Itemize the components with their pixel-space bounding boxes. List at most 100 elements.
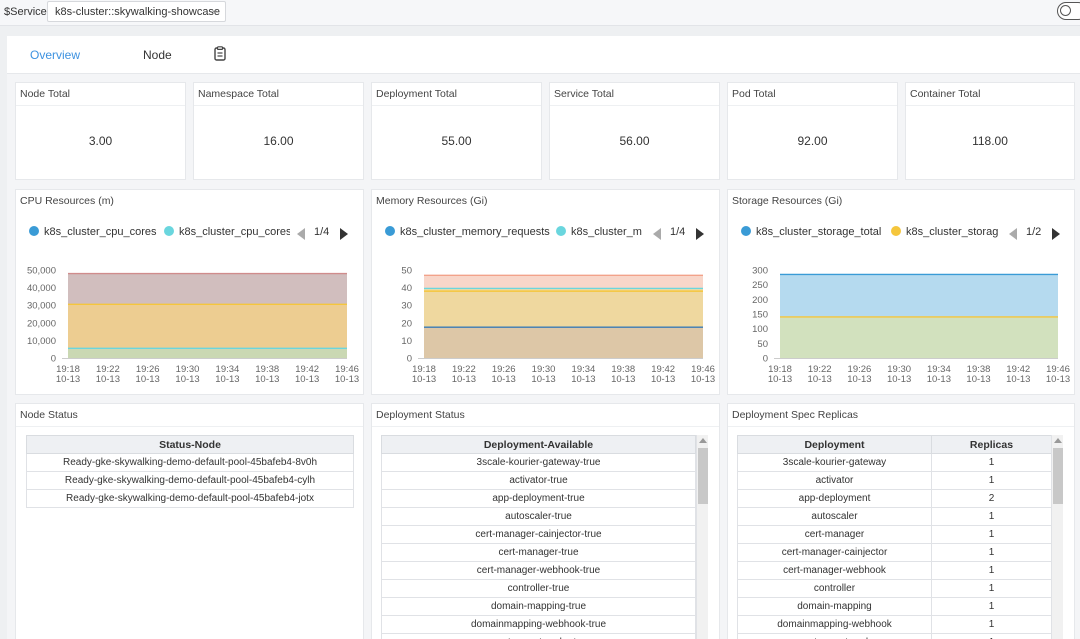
scroll-up-icon[interactable] <box>699 438 707 443</box>
legend-prev-icon[interactable] <box>1009 228 1017 240</box>
y-tick-label: 250 <box>752 280 768 291</box>
table-row[interactable]: domainmapping-webhook 1 <box>737 615 1052 634</box>
table-cell: activator-true <box>381 471 696 490</box>
table-row[interactable]: event-exporter-gke1 <box>737 633 1052 639</box>
table-cell: cert-manager <box>737 525 932 544</box>
table-cell: 1 <box>931 597 1052 616</box>
legend-next-icon[interactable] <box>1052 228 1060 240</box>
scroll-up-icon[interactable] <box>1054 438 1062 443</box>
service-select[interactable]: k8s-cluster::skywalking-showcase ⌄ <box>47 1 226 22</box>
x-tick-label: 19:46 10-13 <box>335 364 359 385</box>
stat-value: 16.00 <box>263 134 294 148</box>
x-tick-label: 19:30 10-13 <box>887 364 911 385</box>
legend-prev-icon[interactable] <box>653 228 661 240</box>
table-row[interactable]: app-deployment-true <box>381 489 696 508</box>
clipboard-icon[interactable] <box>214 46 226 61</box>
table-row[interactable]: 3scale-kourier-gateway-true <box>381 453 696 472</box>
stat-title: Namespace Total <box>198 88 279 100</box>
legend-item[interactable]: k8s_cluster_m <box>556 226 646 238</box>
table-row[interactable]: controller 1 <box>737 579 1052 598</box>
table-cell: app-deployment-true <box>381 489 696 508</box>
table-row[interactable]: cert-manager-cainjector 1 <box>737 543 1052 562</box>
deployment-status-table: Deployment-Available 3scale-kourier-gate… <box>381 435 696 639</box>
table-row[interactable]: app-deployment 2 <box>737 489 1052 508</box>
legend-next-icon[interactable] <box>340 228 348 240</box>
table-row[interactable]: domain-mapping 1 <box>737 597 1052 616</box>
legend-dot <box>891 226 901 236</box>
table-row[interactable]: 3scale-kourier-gateway 1 <box>737 453 1052 472</box>
deployment-replicas-table: Deployment Replicas 3scale-kourier-gatew… <box>737 435 1052 639</box>
y-tick-label: 0 <box>407 354 412 365</box>
table-row[interactable]: cert-manager-webhook 1 <box>737 561 1052 580</box>
table-cell: controller-true <box>381 579 696 598</box>
legend-item[interactable]: k8s_cluster_memory_requests <box>385 226 551 238</box>
table-row[interactable]: controller-true <box>381 579 696 598</box>
table-cell: 3scale-kourier-gateway-true <box>381 453 696 472</box>
top-bar: $Service k8s-cluster::skywalking-showcas… <box>0 0 1080 26</box>
table-row[interactable]: activator 1 <box>737 471 1052 490</box>
legend-dot <box>29 226 39 236</box>
x-tick-label: 19:38 10-13 <box>966 364 990 385</box>
x-tick-label: 19:26 10-13 <box>492 364 516 385</box>
table-cell: Ready-gke-skywalking-demo-default-pool-4… <box>26 489 354 508</box>
table-row[interactable]: domainmapping-webhook-true <box>381 615 696 634</box>
stat-title: Service Total <box>554 88 614 100</box>
legend-label: k8s_cluster_cpu_cores <box>44 226 157 238</box>
column-header: Deployment-Available <box>381 435 696 454</box>
table-row[interactable]: cert-manager-cainjector-true <box>381 525 696 544</box>
theme-toggle[interactable] <box>1057 2 1080 20</box>
table-cell: 2 <box>931 489 1052 508</box>
x-tick-label: 19:18 10-13 <box>412 364 436 385</box>
tab-node[interactable]: Node <box>143 48 172 62</box>
legend-item[interactable]: k8s_cluster_cpu_cores <box>164 226 290 238</box>
table-row[interactable]: autoscaler-true <box>381 507 696 526</box>
table-row[interactable]: Ready-gke-skywalking-demo-default-pool-4… <box>26 453 354 472</box>
table-row[interactable]: event-exporter-gke-true <box>381 633 696 639</box>
x-tick-label: 19:34 10-13 <box>571 364 595 385</box>
legend-item[interactable]: k8s_cluster_storage_total <box>741 226 888 238</box>
table-cell: 1 <box>931 615 1052 634</box>
chart-card-storage: Storage Resources (Gi) k8s_cluster_stora… <box>727 189 1075 395</box>
table-cell: cert-manager-webhook <box>737 561 932 580</box>
node-status-table: Status-Node Ready-gke-skywalking-demo-de… <box>26 435 354 508</box>
legend-item[interactable]: k8s_cluster_storag <box>891 226 1002 238</box>
tab-overview[interactable]: Overview <box>30 48 81 62</box>
stat-title: Deployment Total <box>376 88 457 100</box>
legend-pager: 1/2 <box>1026 226 1042 238</box>
legend-item[interactable]: k8s_cluster_cpu_cores <box>29 226 160 238</box>
series-area <box>68 348 347 358</box>
scrollbar[interactable] <box>696 435 708 639</box>
table-row[interactable]: activator-true <box>381 471 696 490</box>
y-tick-label: 50,000 <box>27 266 56 277</box>
table-row[interactable]: cert-manager-true <box>381 543 696 562</box>
stat-card-container-total: Container Total 118.00 <box>905 82 1075 180</box>
table-cell: cert-manager-cainjector-true <box>381 525 696 544</box>
x-tick-label: 19:26 10-13 <box>847 364 871 385</box>
y-tick-label: 40,000 <box>27 283 56 294</box>
legend-next-icon[interactable] <box>696 228 704 240</box>
stat-value: 118.00 <box>972 134 1008 148</box>
table-cell: app-deployment <box>737 489 932 508</box>
legend-prev-icon[interactable] <box>297 228 305 240</box>
x-tick-label: 19:46 10-13 <box>1046 364 1070 385</box>
x-tick-label: 19:42 10-13 <box>295 364 319 385</box>
scrollbar-thumb[interactable] <box>1053 448 1063 504</box>
legend-label: k8s_cluster_memory_requests <box>400 226 550 238</box>
scrollbar[interactable] <box>1051 435 1063 639</box>
scrollbar-thumb[interactable] <box>698 448 708 504</box>
table-cell: Ready-gke-skywalking-demo-default-pool-4… <box>26 453 354 472</box>
stat-title: Container Total <box>910 88 981 100</box>
chart-card-cpu: CPU Resources (m) k8s_cluster_cpu_cores … <box>15 189 364 395</box>
toggle-knob <box>1060 5 1071 16</box>
table-row[interactable]: Ready-gke-skywalking-demo-default-pool-4… <box>26 471 354 490</box>
y-tick-label: 40 <box>401 283 412 294</box>
table-cell: domain-mapping-true <box>381 597 696 616</box>
table-cell: 1 <box>931 453 1052 472</box>
table-row[interactable]: Ready-gke-skywalking-demo-default-pool-4… <box>26 489 354 508</box>
table-row[interactable]: cert-manager-webhook-true <box>381 561 696 580</box>
table-row[interactable]: cert-manager 1 <box>737 525 1052 544</box>
table-row[interactable]: domain-mapping-true <box>381 597 696 616</box>
x-tick-label: 19:22 10-13 <box>808 364 832 385</box>
legend-label: k8s_cluster_m <box>571 226 642 238</box>
table-row[interactable]: autoscaler 1 <box>737 507 1052 526</box>
